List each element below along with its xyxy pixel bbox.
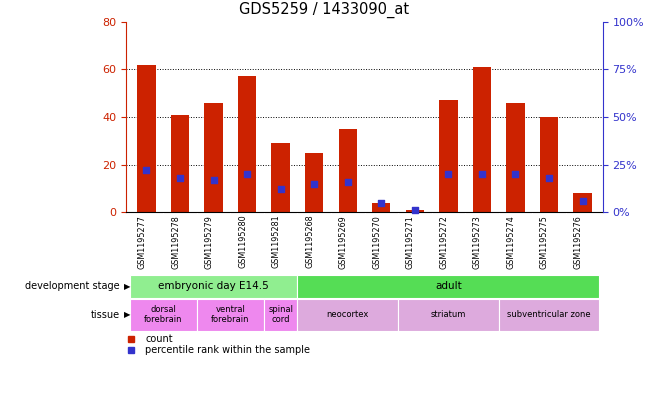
Text: GSM1195281: GSM1195281 [272,215,281,268]
Text: GSM1195268: GSM1195268 [305,215,314,268]
Text: subventricular zone: subventricular zone [507,310,591,319]
Point [443,171,454,177]
Text: GSM1195278: GSM1195278 [171,215,180,268]
Bar [398,299,499,331]
Text: embryonic day E14.5: embryonic day E14.5 [158,281,269,292]
Bar [137,64,156,212]
Point [410,207,420,213]
Bar [130,299,197,331]
Text: GSM1195277: GSM1195277 [137,215,146,269]
Bar [197,299,264,331]
Text: tissue: tissue [91,310,120,320]
Point [275,186,286,193]
Text: GSM1195273: GSM1195273 [473,215,482,268]
Text: striatum: striatum [431,310,466,319]
Text: dorsal
forebrain: dorsal forebrain [144,305,183,325]
Bar [472,67,491,212]
Point [477,171,487,177]
Text: ventral
forebrain: ventral forebrain [211,305,249,325]
Text: count: count [145,334,173,344]
Text: GSM1195269: GSM1195269 [339,215,348,268]
Bar [439,100,457,212]
Point [242,171,252,177]
Bar [297,299,398,331]
Bar [264,299,297,331]
Bar [204,103,223,212]
Text: neocortex: neocortex [327,310,369,319]
Text: spinal
cord: spinal cord [268,305,293,325]
Point [343,178,353,185]
Text: adult: adult [435,281,462,292]
Bar [297,275,599,298]
Text: ▶: ▶ [124,310,131,319]
Text: GSM1195271: GSM1195271 [406,215,415,268]
Bar [573,193,592,212]
Text: GDS5259 / 1433090_at: GDS5259 / 1433090_at [239,2,409,18]
Point [209,177,219,183]
Point [376,200,386,206]
Point [175,175,185,181]
Bar [305,152,323,212]
Text: GSM1195274: GSM1195274 [507,215,515,268]
Point [544,175,554,181]
Bar [338,129,357,212]
Point [577,198,588,204]
Bar [272,143,290,212]
Text: GSM1195279: GSM1195279 [205,215,214,269]
Point [510,171,520,177]
Text: GSM1195275: GSM1195275 [540,215,549,269]
Bar [130,275,297,298]
Bar [506,103,525,212]
Text: development stage: development stage [25,281,120,292]
Text: GSM1195270: GSM1195270 [372,215,381,268]
Text: GSM1195280: GSM1195280 [238,215,247,268]
Bar [372,203,391,212]
Point [309,180,319,187]
Bar [406,210,424,212]
Bar [171,114,189,212]
Text: GSM1195276: GSM1195276 [573,215,583,268]
Point [141,167,152,173]
Bar [540,117,558,212]
Bar [499,299,599,331]
Text: percentile rank within the sample: percentile rank within the sample [145,345,310,355]
Text: ▶: ▶ [124,282,131,291]
Text: GSM1195272: GSM1195272 [439,215,448,269]
Bar [238,76,257,212]
